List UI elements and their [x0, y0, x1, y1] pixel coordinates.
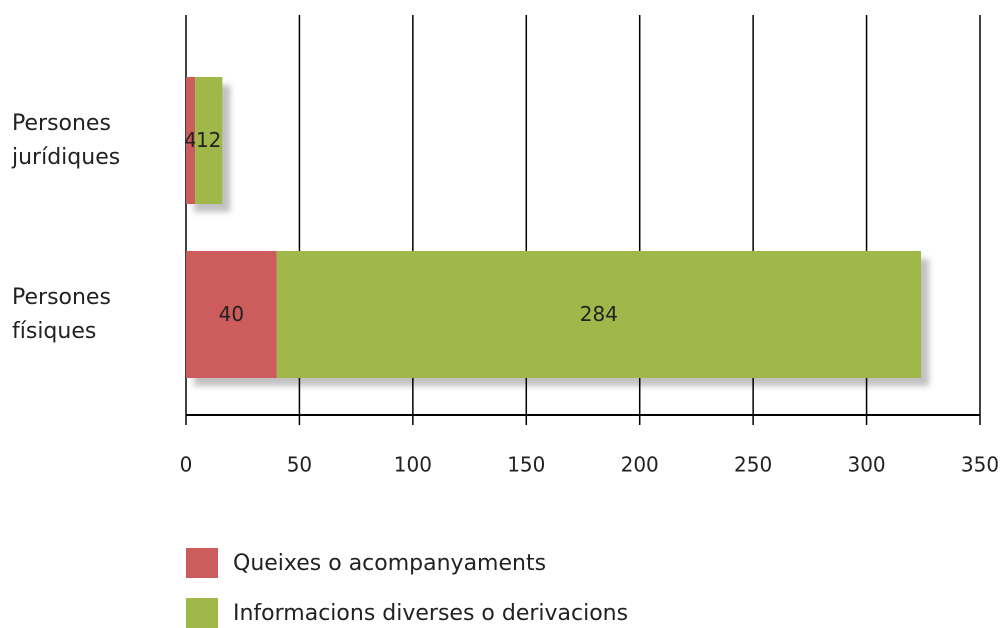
legend-swatch [186, 598, 218, 628]
x-tick-label: 0 [180, 453, 193, 477]
data-label: 40 [219, 302, 244, 326]
data-label: 4 [184, 128, 197, 152]
legend-label: Informacions diverses o derivacions [233, 601, 628, 626]
x-tick-label: 200 [621, 453, 659, 477]
legend-label: Queixes o acompanyaments [233, 551, 546, 576]
data-label: 12 [196, 128, 221, 152]
y-tick-label: Persones físiques [12, 285, 111, 344]
legend-swatch [186, 548, 218, 578]
y-tick-label: Persones jurídiques [12, 111, 121, 170]
bar-segment [186, 251, 277, 378]
bar-segment [195, 77, 223, 204]
x-tick-label: 100 [394, 453, 432, 477]
data-label: 284 [580, 302, 618, 326]
x-tick-label: 150 [507, 453, 545, 477]
x-tick-label: 50 [287, 453, 312, 477]
x-tick-label: 300 [847, 453, 885, 477]
x-tick-label: 350 [961, 453, 999, 477]
x-tick-label: 250 [734, 453, 772, 477]
bar-segment [186, 77, 196, 204]
bar-segment [276, 251, 922, 378]
